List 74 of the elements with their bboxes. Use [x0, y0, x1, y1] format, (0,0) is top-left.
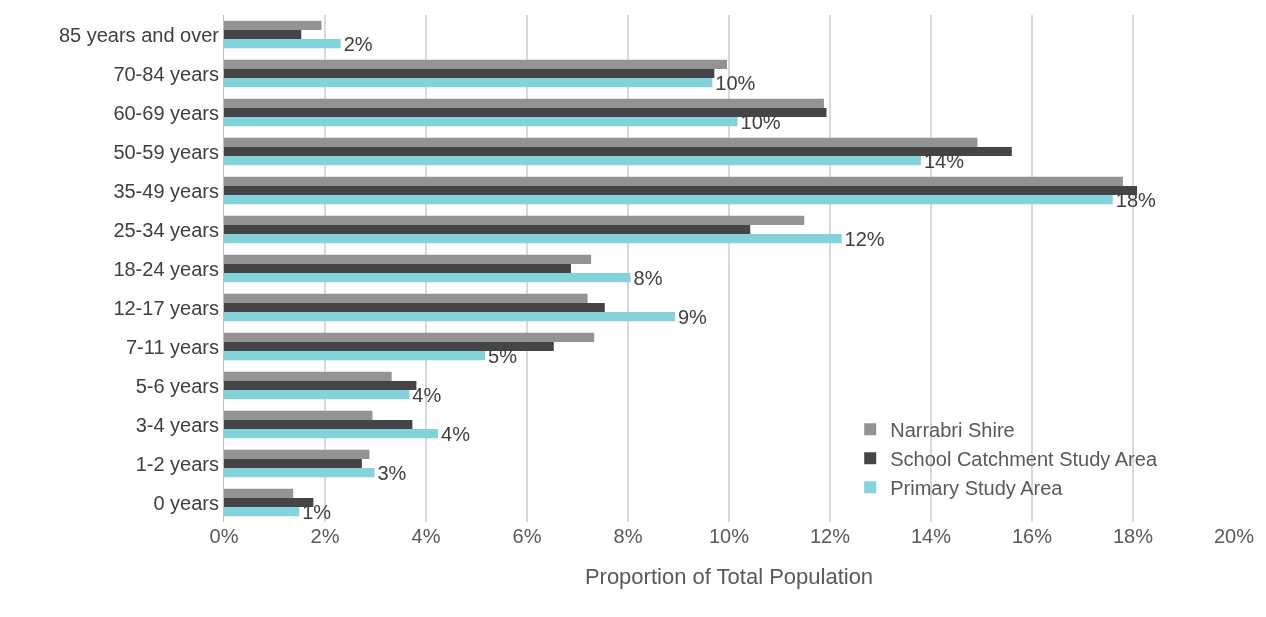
bar: [224, 449, 370, 459]
bar: [224, 410, 373, 420]
legend-label: Primary Study Area: [890, 477, 1064, 500]
data-label: 10%: [740, 110, 781, 133]
y-tick-label: 0 years: [153, 491, 219, 514]
y-tick-label: 50-59 years: [113, 140, 219, 163]
bar: [224, 429, 439, 439]
x-axis-title: Proportion of Total Population: [584, 563, 874, 589]
bar: [224, 59, 727, 69]
y-tick-label: 1-2 years: [135, 452, 219, 475]
y-tick-label: 18-24 years: [113, 257, 219, 280]
data-label: 5%: [488, 344, 518, 367]
x-tick-label: 18%: [1112, 525, 1154, 547]
x-tick-label: 12%: [809, 525, 851, 547]
y-tick-label: 3-4 years: [135, 413, 219, 436]
data-label: 12%: [844, 227, 885, 250]
x-tick-label: 20%: [1213, 525, 1255, 547]
bar: [224, 293, 588, 303]
bar: [224, 468, 375, 478]
bar: [224, 458, 362, 469]
bar: [224, 390, 410, 400]
legend-label: Narrabri Shire: [890, 419, 1015, 442]
bar: [224, 419, 413, 430]
x-tick-label: 0%: [209, 525, 239, 547]
bar: [224, 29, 302, 40]
y-tick-label: 5-6 years: [135, 374, 219, 397]
bar: [224, 302, 605, 313]
bar: [224, 263, 571, 274]
bar: [224, 312, 675, 322]
data-label: 10%: [715, 71, 756, 94]
bar: [224, 39, 341, 49]
y-tick-label: 25-34 years: [113, 218, 219, 241]
y-tick-label: 85 years and over: [58, 23, 220, 46]
x-tick-label: 8%: [613, 525, 643, 547]
x-tick-label: 4%: [411, 525, 441, 547]
x-tick-label: 10%: [708, 525, 750, 547]
bar: [224, 68, 715, 79]
bar: [224, 98, 824, 108]
bar: [224, 224, 751, 235]
x-tick-label: 2%: [310, 525, 340, 547]
bar: [224, 78, 713, 88]
bar: [224, 117, 738, 127]
bar: [224, 371, 392, 381]
x-tick-label: 6%: [512, 525, 542, 547]
bar: [224, 351, 486, 361]
bar: [224, 20, 322, 30]
bar: [224, 176, 1123, 186]
bar: [224, 137, 978, 147]
y-tick-label: 35-49 years: [113, 179, 219, 202]
data-label: 9%: [677, 305, 708, 328]
bar: [224, 215, 805, 225]
bar: [224, 234, 842, 244]
y-tick-label: 7-11 years: [125, 335, 219, 358]
bar: [224, 195, 1113, 205]
bar: [224, 488, 294, 498]
bar: [224, 507, 300, 517]
data-label: 3%: [377, 461, 407, 484]
y-tick-label: 60-69 years: [113, 101, 219, 124]
data-label: 2%: [343, 32, 373, 55]
legend-label: School Catchment Study Area: [890, 448, 1158, 471]
data-label: 4%: [412, 383, 442, 406]
bar: [224, 273, 631, 283]
data-label: 1%: [302, 500, 332, 523]
x-tick-label: 16%: [1011, 525, 1053, 547]
bar: [224, 332, 595, 342]
data-label: 18%: [1115, 188, 1157, 211]
data-label: 4%: [441, 422, 471, 445]
data-label: 14%: [923, 149, 965, 172]
data-label: 8%: [633, 266, 663, 289]
y-tick-label: 70-84 years: [113, 62, 219, 85]
bar: [224, 156, 921, 166]
x-tick-label: 14%: [910, 525, 952, 547]
y-tick-label: 12-17 years: [113, 296, 219, 319]
bar: [224, 254, 592, 264]
